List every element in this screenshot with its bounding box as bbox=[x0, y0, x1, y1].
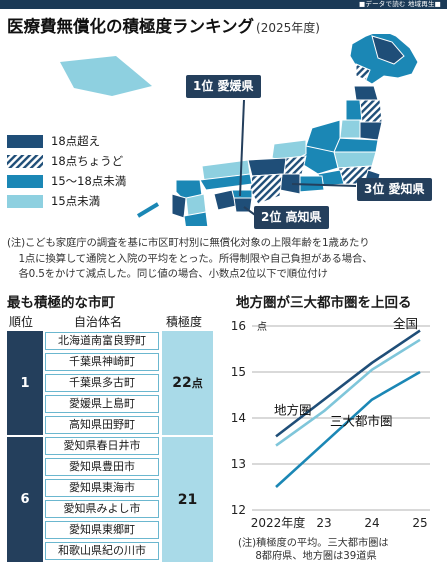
title-main: 医療費無償化の積極度ランキング bbox=[7, 17, 255, 36]
chart-title: 地方圏が三大都市圏を上回る bbox=[236, 295, 412, 311]
chart-note-line: (注)積極度の平均。三大都市圏は bbox=[238, 538, 389, 549]
page-title: 医療費無償化の積極度ランキング (2025年度) bbox=[7, 13, 320, 37]
col-header-rank: 順位 bbox=[9, 315, 34, 329]
town-cell: 愛知県みよし市 bbox=[45, 500, 159, 518]
legend-label: 15〜18点未満 bbox=[51, 174, 127, 188]
legend-swatch-hatch bbox=[7, 155, 43, 168]
score-value: 21 bbox=[177, 491, 198, 508]
series-line-zenkoku bbox=[275, 338, 421, 447]
legend-item-over-18: 18点超え bbox=[7, 133, 147, 149]
legend-label: 15点未満 bbox=[51, 194, 101, 208]
note-line: 各0.5をかけて減点した。同じ値の場合、小数点2位以下で順位付け bbox=[18, 268, 328, 280]
series-label-sandai: 三大都市圏 bbox=[330, 414, 393, 429]
note-line: (注)こども家庭庁の調査を基に市区町村別に無償化対象の上限年齢を1歳あたり bbox=[7, 237, 370, 249]
map-region-fukushima bbox=[333, 137, 379, 153]
japan-map-section: 1位 愛媛県 2位 高知県 3位 愛知県 bbox=[0, 29, 447, 231]
rank-label-3-pref: 愛知県 bbox=[388, 182, 425, 196]
y-tick-label: 15 bbox=[231, 365, 246, 379]
rank-cell-1: 1 bbox=[7, 331, 43, 435]
series-label-zenkoku: 全国 bbox=[393, 316, 418, 331]
map-region-hokkaido-3 bbox=[355, 63, 371, 81]
rank-label-2: 2位 高知県 bbox=[254, 206, 329, 229]
x-tick-label: 23 bbox=[316, 516, 331, 530]
map-region-chugoku-south bbox=[199, 173, 253, 191]
town-cell: 千葉県多古町 bbox=[45, 374, 159, 392]
town-cell: 愛知県東郷町 bbox=[45, 521, 159, 539]
rank-label-2-rank: 2位 bbox=[261, 210, 282, 224]
map-region-kinki-south bbox=[249, 173, 283, 205]
town-cell: 愛知県豊田市 bbox=[45, 458, 159, 476]
col-header-score: 積極度 bbox=[166, 315, 203, 329]
score-cell-1: 22 点 bbox=[162, 331, 213, 435]
legend-item-exactly-18: 18点ちょうど bbox=[7, 153, 147, 169]
map-region-okinawa bbox=[136, 202, 160, 218]
map-region-akita bbox=[345, 99, 363, 121]
rank-label-1: 1位 愛媛県 bbox=[186, 75, 261, 98]
x-tick-label: 24 bbox=[364, 516, 379, 530]
y-tick-label: 13 bbox=[231, 457, 246, 471]
town-cell: 千葉県神崎町 bbox=[45, 353, 159, 371]
score-unit: 点 bbox=[191, 377, 203, 390]
x-tick-label: 2022年度 bbox=[251, 515, 306, 530]
map-region-gifu bbox=[283, 155, 307, 175]
legend-label: 18点ちょうど bbox=[51, 154, 124, 168]
legend-item-under-15: 15点未満 bbox=[7, 193, 147, 209]
town-cell: 高知県田野町 bbox=[45, 416, 159, 434]
x-tick-label: 25 bbox=[412, 516, 427, 530]
town-cell: 和歌山県紀の川市 bbox=[45, 542, 159, 560]
score-value: 22 bbox=[172, 375, 192, 391]
town-cell: 愛知県春日井市 bbox=[45, 437, 159, 455]
series-label-chiho: 地方圏 bbox=[274, 402, 312, 417]
series-tag: ■データで読む 地域再生■ bbox=[359, 0, 441, 8]
y-tick-label: 16 bbox=[231, 319, 246, 333]
map-region-islands-north bbox=[60, 56, 152, 96]
rank-cell-6: 6 bbox=[7, 437, 43, 562]
legend-swatch bbox=[7, 175, 43, 188]
score-cell-6: 21 bbox=[162, 437, 213, 562]
title-year: (2025年度) bbox=[256, 21, 320, 35]
series-line-sandai bbox=[275, 370, 421, 488]
map-region-aomori bbox=[353, 85, 379, 101]
y-unit-label: 点 bbox=[257, 321, 267, 333]
map-region-hokkaido-2 bbox=[371, 35, 405, 65]
chart-note: (注)積極度の平均。三大都市圏は 8都府県、地方圏は39道県 bbox=[238, 537, 389, 563]
y-tick-label: 14 bbox=[231, 411, 246, 425]
legend-label: 18点超え bbox=[51, 134, 101, 148]
col-header-town: 自治体名 bbox=[74, 315, 123, 329]
map-region-kyushu-west bbox=[171, 193, 187, 219]
note-line: 1点に換算して通院と入院の平均をとった。所得制限や自己負担がある場合、 bbox=[18, 252, 373, 265]
legend-swatch bbox=[7, 135, 43, 148]
map-region-kanto-north bbox=[333, 151, 377, 169]
legend-item-15-to-18: 15〜18点未満 bbox=[7, 173, 147, 189]
ranking-table-title: 最も積極的な市町 bbox=[7, 295, 115, 311]
rank-label-1-rank: 1位 bbox=[193, 79, 214, 93]
japan-map bbox=[60, 29, 419, 231]
chart-note-line: 8都府県、地方圏は39道県 bbox=[255, 551, 377, 562]
rank-label-3-rank: 3位 bbox=[364, 182, 385, 196]
town-cell: 北海道南富良野町 bbox=[45, 332, 159, 350]
methodology-note: (注)こども家庭庁の調査を基に市区町村別に無償化対象の上限年齢を1歳あたり 1点… bbox=[7, 236, 443, 283]
town-cell: 愛媛県上島町 bbox=[45, 395, 159, 413]
map-region-yamagata bbox=[339, 119, 361, 139]
rank-label-2-pref: 高知県 bbox=[285, 210, 322, 224]
town-cell: 愛知県東海市 bbox=[45, 479, 159, 497]
series-line-chiho bbox=[275, 329, 421, 438]
top-bar: ■データで読む 地域再生■ bbox=[0, 0, 447, 9]
map-region-kinki-north bbox=[247, 157, 287, 177]
legend-swatch bbox=[7, 195, 43, 208]
rank-label-3: 3位 愛知県 bbox=[357, 178, 432, 201]
map-region-iwate bbox=[359, 99, 383, 123]
map-region-kagawa bbox=[231, 189, 253, 199]
y-tick-label: 12 bbox=[231, 503, 246, 517]
map-region-miyagi bbox=[359, 121, 383, 141]
rank-label-1-pref: 愛媛県 bbox=[217, 79, 254, 93]
